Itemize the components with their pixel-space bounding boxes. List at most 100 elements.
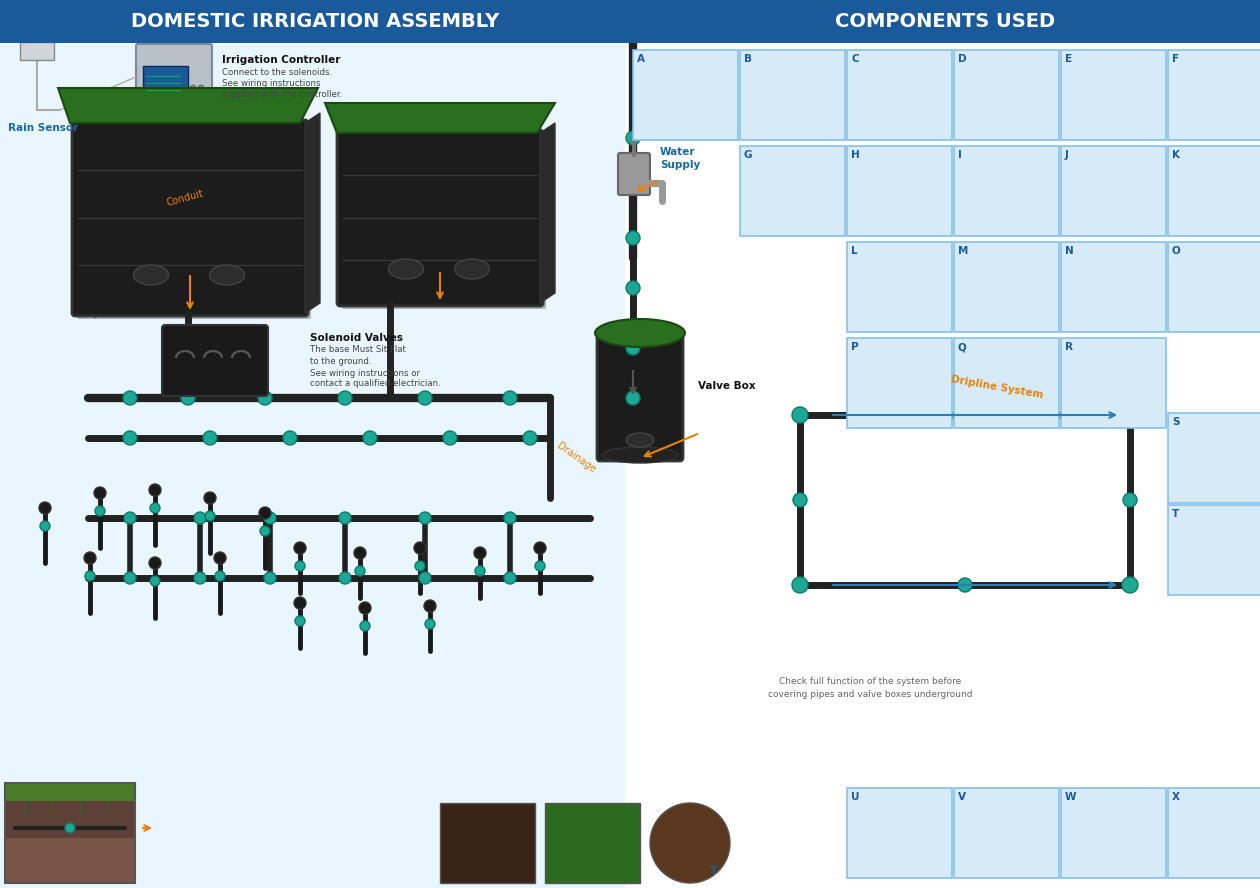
Circle shape: [359, 602, 370, 614]
Text: See wiring instructions: See wiring instructions: [222, 80, 320, 89]
Circle shape: [475, 566, 485, 576]
FancyBboxPatch shape: [847, 242, 953, 332]
FancyBboxPatch shape: [341, 135, 546, 309]
Ellipse shape: [209, 265, 244, 285]
Circle shape: [339, 572, 352, 584]
Text: C: C: [850, 54, 858, 64]
Text: K: K: [1172, 150, 1181, 160]
Circle shape: [149, 484, 161, 496]
FancyBboxPatch shape: [954, 146, 1058, 236]
Circle shape: [198, 85, 204, 91]
Text: Dripline System: Dripline System: [950, 374, 1045, 400]
Text: T: T: [709, 866, 718, 876]
FancyBboxPatch shape: [1168, 505, 1260, 595]
FancyBboxPatch shape: [617, 153, 650, 195]
Text: DOMESTIC IRRIGATION ASSEMBLY: DOMESTIC IRRIGATION ASSEMBLY: [131, 12, 499, 31]
Ellipse shape: [134, 265, 169, 285]
Circle shape: [338, 391, 352, 405]
FancyBboxPatch shape: [954, 788, 1058, 878]
Circle shape: [295, 616, 305, 626]
Text: Water: Water: [660, 147, 696, 157]
Ellipse shape: [602, 447, 678, 463]
Circle shape: [626, 391, 640, 405]
Circle shape: [123, 512, 136, 524]
Circle shape: [958, 578, 971, 592]
Circle shape: [260, 507, 271, 519]
Circle shape: [1121, 407, 1138, 423]
Circle shape: [503, 391, 517, 405]
Circle shape: [626, 341, 640, 355]
Text: See wiring instructions or: See wiring instructions or: [310, 369, 420, 377]
Text: Solenoid Valves: Solenoid Valves: [310, 333, 403, 343]
Circle shape: [425, 619, 435, 629]
Circle shape: [793, 493, 806, 507]
FancyBboxPatch shape: [847, 338, 953, 428]
FancyBboxPatch shape: [72, 120, 307, 316]
FancyBboxPatch shape: [847, 50, 953, 140]
Bar: [5, 801, 135, 838]
Circle shape: [415, 561, 425, 571]
Circle shape: [194, 572, 205, 584]
Circle shape: [181, 391, 195, 405]
Text: G: G: [743, 150, 752, 160]
Circle shape: [265, 512, 276, 524]
Circle shape: [1123, 493, 1137, 507]
Circle shape: [793, 407, 808, 423]
Text: supplied with the controller.: supplied with the controller.: [222, 91, 343, 99]
Circle shape: [360, 621, 370, 631]
Circle shape: [425, 600, 436, 612]
Text: U: U: [850, 792, 859, 802]
Circle shape: [294, 597, 306, 609]
FancyBboxPatch shape: [954, 50, 1058, 140]
Text: T: T: [1172, 509, 1179, 519]
Circle shape: [94, 506, 105, 516]
Text: Q: Q: [958, 342, 966, 352]
Bar: [0, 0, 1260, 43]
Ellipse shape: [455, 259, 489, 279]
FancyBboxPatch shape: [136, 44, 212, 110]
Text: W: W: [1065, 792, 1076, 802]
FancyBboxPatch shape: [633, 50, 738, 140]
Text: V: V: [958, 792, 966, 802]
Polygon shape: [325, 103, 554, 133]
Text: I: I: [958, 150, 961, 160]
Text: E: E: [1065, 54, 1072, 64]
Circle shape: [39, 502, 50, 514]
Circle shape: [295, 561, 305, 571]
FancyBboxPatch shape: [1168, 788, 1260, 878]
Bar: [5, 783, 135, 883]
Circle shape: [66, 823, 76, 833]
Circle shape: [504, 512, 517, 524]
FancyBboxPatch shape: [740, 146, 845, 236]
Circle shape: [339, 512, 352, 524]
Circle shape: [123, 431, 137, 445]
Text: Supply: Supply: [660, 160, 701, 170]
Circle shape: [793, 577, 808, 593]
Circle shape: [40, 521, 50, 531]
Bar: [5, 838, 135, 883]
Circle shape: [265, 572, 276, 584]
Circle shape: [123, 572, 136, 584]
Text: Check full function of the system before
covering pipes and valve boxes undergro: Check full function of the system before…: [767, 678, 973, 699]
Circle shape: [536, 561, 546, 571]
Circle shape: [650, 803, 730, 883]
Text: to the ground.: to the ground.: [310, 356, 372, 366]
Circle shape: [474, 547, 486, 559]
Circle shape: [444, 431, 457, 445]
Circle shape: [214, 552, 226, 564]
Text: Connect to the solenoids.: Connect to the solenoids.: [222, 68, 333, 77]
Text: Drainage: Drainage: [554, 441, 597, 475]
FancyBboxPatch shape: [954, 242, 1058, 332]
FancyBboxPatch shape: [1061, 50, 1166, 140]
FancyBboxPatch shape: [1168, 50, 1260, 140]
Text: N: N: [1065, 246, 1074, 256]
Bar: [142, 66, 188, 96]
Circle shape: [205, 511, 215, 521]
Circle shape: [149, 557, 161, 569]
Bar: [5, 783, 135, 801]
Circle shape: [415, 542, 426, 554]
Circle shape: [626, 131, 640, 145]
Circle shape: [84, 552, 96, 564]
Polygon shape: [541, 123, 554, 303]
Text: L: L: [850, 246, 858, 256]
